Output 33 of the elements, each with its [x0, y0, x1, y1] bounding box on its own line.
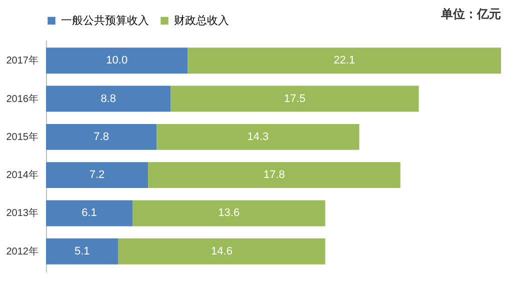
- data-label: 17.5: [284, 92, 306, 105]
- bar: [46, 200, 132, 226]
- bar: [46, 162, 148, 188]
- bar: [132, 200, 326, 226]
- data-label: 14.6: [211, 245, 232, 258]
- bar: [156, 124, 360, 150]
- data-label: 5.1: [74, 245, 90, 258]
- bar: [118, 238, 326, 264]
- bar: [46, 124, 157, 150]
- legend-label: 财政总收入: [174, 14, 229, 27]
- y-tick-label: 2014年: [6, 169, 38, 182]
- y-tick-label: 2015年: [6, 130, 38, 143]
- y-tick-label: 2012年: [6, 245, 38, 258]
- data-label: 6.1: [82, 207, 97, 220]
- data-label: 22.1: [334, 54, 356, 67]
- y-tick-label: 2016年: [6, 92, 38, 105]
- data-label: 10.0: [106, 54, 128, 67]
- bar: [46, 48, 188, 74]
- bar: [46, 86, 171, 112]
- text: 单位：亿元: [440, 7, 501, 21]
- legend-label: 一般公共预算收入: [61, 14, 149, 27]
- data-label: 17.8: [264, 169, 285, 182]
- data-label: 14.3: [247, 130, 269, 143]
- data-label: 13.6: [218, 207, 240, 220]
- bar: [170, 86, 419, 112]
- bar: [188, 48, 501, 74]
- data-label: 7.8: [94, 130, 109, 143]
- y-tick-label: 2013年: [6, 207, 38, 220]
- data-label: 7.2: [89, 169, 105, 182]
- data-label: 8.8: [100, 92, 116, 105]
- bar: [148, 162, 400, 188]
- y-tick-label: 2017年: [6, 54, 38, 67]
- bar: [46, 238, 118, 264]
